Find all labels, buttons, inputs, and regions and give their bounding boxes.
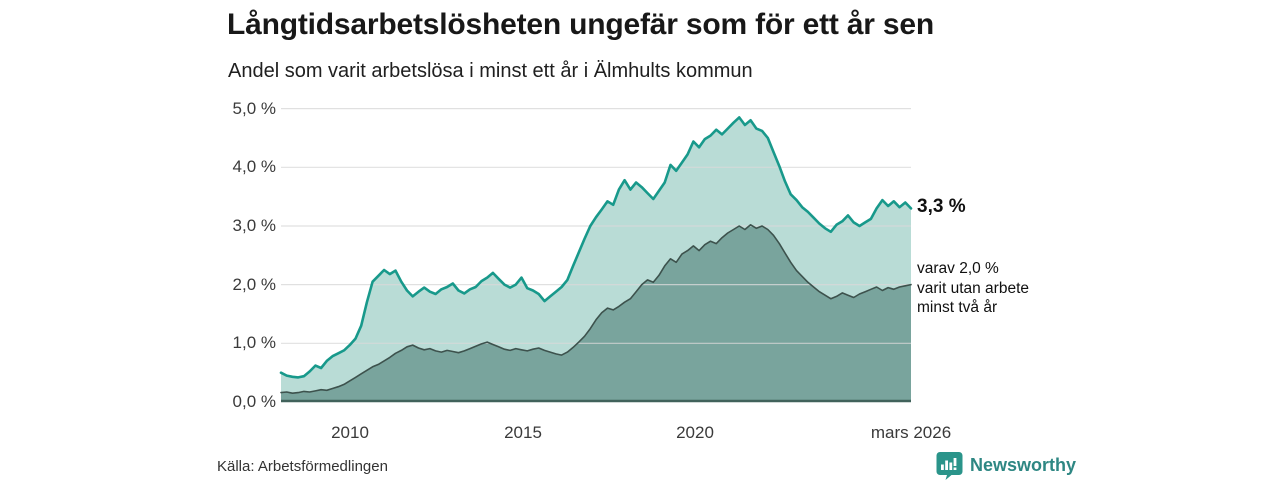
bar-tall bbox=[945, 460, 948, 470]
y-tick-label: 2,0 % bbox=[232, 275, 276, 294]
y-tick-label: 4,0 % bbox=[232, 157, 276, 176]
newsworthy-logo-icon bbox=[936, 451, 963, 480]
series-line bbox=[279, 116, 913, 379]
source-credit: Källa: Arbetsförmedlingen bbox=[217, 458, 388, 475]
x-tick-label: 2020 bbox=[676, 423, 714, 442]
exclamation-dot bbox=[953, 467, 957, 470]
x-tick-label: 2010 bbox=[331, 423, 369, 442]
series-end-sublabel: varav 2,0 % varit utan arbete minst två … bbox=[917, 259, 1029, 318]
x-tick-label: mars 2026 bbox=[870, 423, 952, 442]
brand-name: Newsworthy bbox=[970, 454, 1077, 475]
series-line bbox=[280, 224, 912, 395]
brand-lockup: Newsworthy bbox=[936, 450, 1076, 480]
y-tick-label: 3,0 % bbox=[232, 216, 276, 235]
chart-subtitle: Andel som varit arbetslösa i minst ett å… bbox=[228, 60, 753, 82]
page-title: Långtidsarbetslösheten ungefär som för e… bbox=[227, 8, 935, 41]
sublabel-line-3: minst två år bbox=[917, 299, 998, 316]
sublabel-line-1: varav 2,0 % bbox=[917, 260, 999, 277]
y-tick-label: 5,0 % bbox=[232, 99, 276, 118]
series-end-value-label: 3,3 % bbox=[917, 196, 966, 217]
bar-medium bbox=[949, 462, 953, 470]
sublabel-line-2: varit utan arbete bbox=[917, 279, 1030, 297]
x-tick-label: 2015 bbox=[504, 423, 542, 442]
exclamation-bar bbox=[953, 457, 957, 466]
y-tick-label: 1,0 % bbox=[232, 333, 276, 352]
y-tick-label: 0,0 % bbox=[232, 392, 276, 411]
area-fill bbox=[281, 224, 911, 402]
bar-small bbox=[941, 464, 944, 470]
